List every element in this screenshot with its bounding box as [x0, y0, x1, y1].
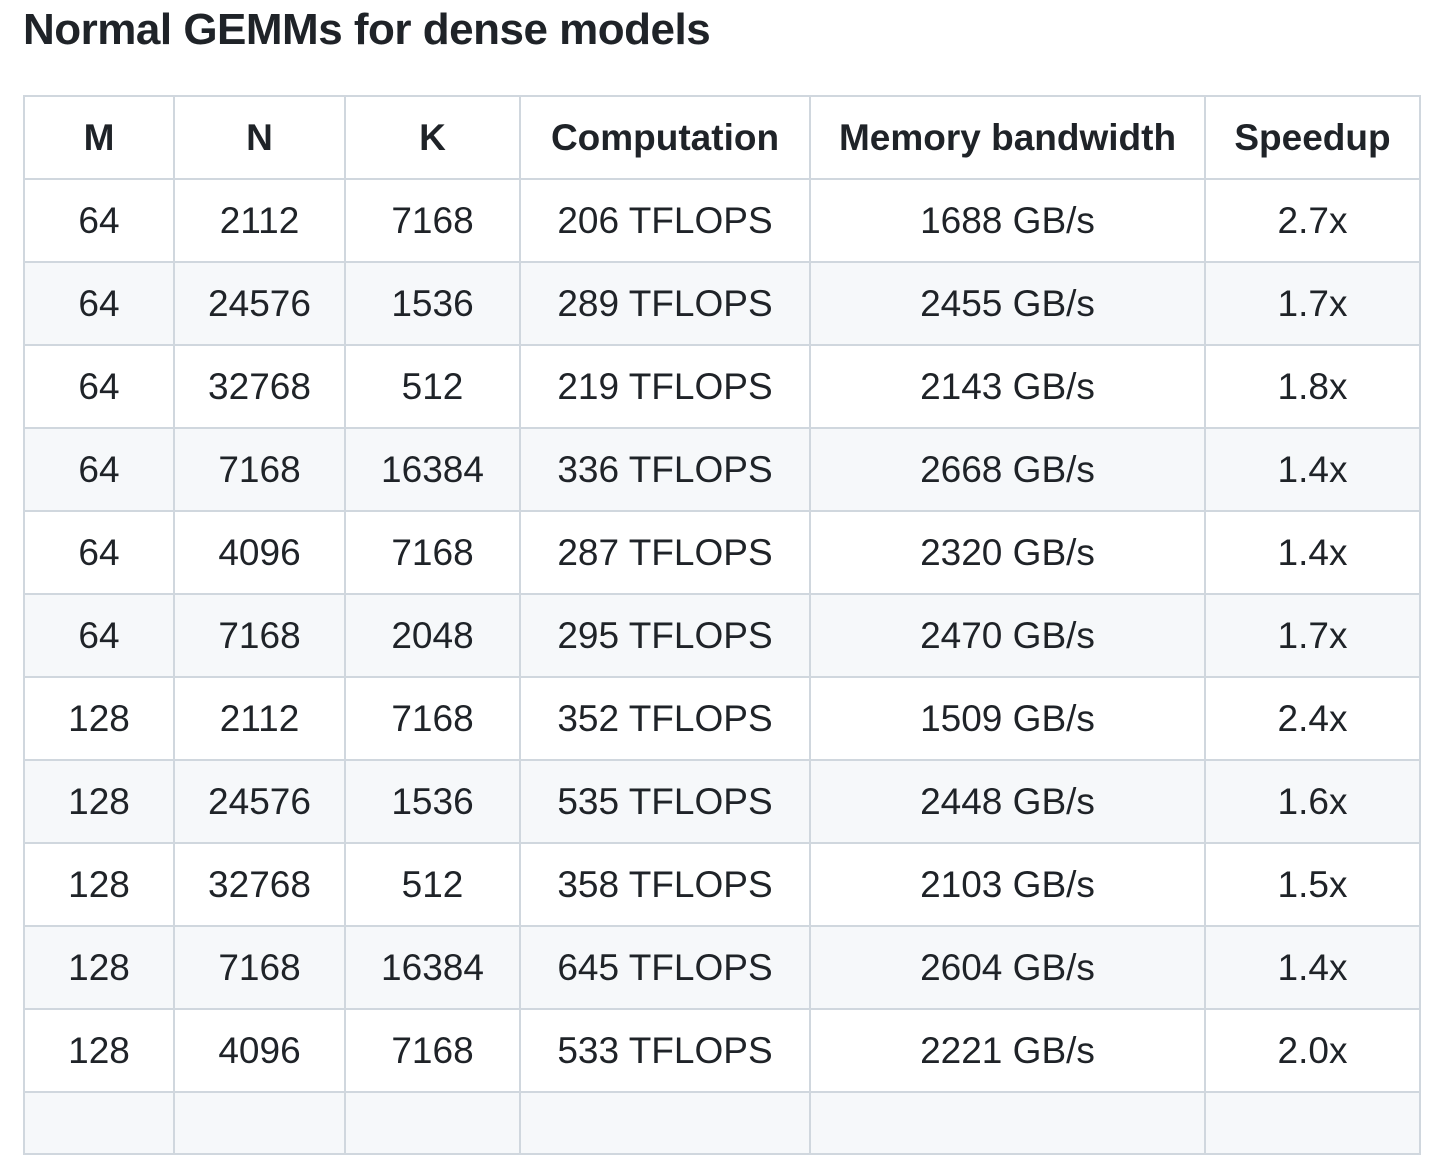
cell-n: 4096: [173, 510, 346, 595]
cell-memory-bandwidth: 2448 GB/s: [809, 759, 1206, 844]
cell-k: 16384: [344, 427, 521, 512]
table-row: 128 32768 512 358 TFLOPS 2103 GB/s 1.5x: [23, 842, 1421, 927]
cell-speedup: 2.7x: [1204, 178, 1421, 263]
cell-k: 7168: [344, 676, 521, 761]
cell-memory-bandwidth: 2470 GB/s: [809, 593, 1206, 678]
cell-k: [344, 1091, 521, 1155]
cell-m: 64: [23, 261, 175, 346]
cell-speedup: 1.5x: [1204, 842, 1421, 927]
cell-m: 64: [23, 178, 175, 263]
table-row: 128 2112 7168 352 TFLOPS 1509 GB/s 2.4x: [23, 676, 1421, 761]
table-row: 64 24576 1536 289 TFLOPS 2455 GB/s 1.7x: [23, 261, 1421, 346]
cell-m: 64: [23, 427, 175, 512]
cell-m: 64: [23, 510, 175, 595]
cell-memory-bandwidth: 2604 GB/s: [809, 925, 1206, 1010]
cell-m: [23, 1091, 175, 1155]
cell-speedup: 1.4x: [1204, 510, 1421, 595]
cell-memory-bandwidth: 1688 GB/s: [809, 178, 1206, 263]
cell-computation: 219 TFLOPS: [519, 344, 811, 429]
cell-computation: [519, 1091, 811, 1155]
cell-n: 7168: [173, 593, 346, 678]
cell-m: 128: [23, 1008, 175, 1093]
table-row: 64 4096 7168 287 TFLOPS 2320 GB/s 1.4x: [23, 510, 1421, 595]
cell-computation: 645 TFLOPS: [519, 925, 811, 1010]
cell-n: 32768: [173, 344, 346, 429]
cell-memory-bandwidth: 2221 GB/s: [809, 1008, 1206, 1093]
cell-memory-bandwidth: 2668 GB/s: [809, 427, 1206, 512]
cell-speedup: 2.0x: [1204, 1008, 1421, 1093]
cell-n: 24576: [173, 759, 346, 844]
cell-computation: 358 TFLOPS: [519, 842, 811, 927]
cell-k: 1536: [344, 261, 521, 346]
cell-n: 7168: [173, 925, 346, 1010]
cell-k: 2048: [344, 593, 521, 678]
cell-n: 24576: [173, 261, 346, 346]
cell-speedup: 1.4x: [1204, 925, 1421, 1010]
cell-computation: 535 TFLOPS: [519, 759, 811, 844]
cell-k: 512: [344, 344, 521, 429]
cell-memory-bandwidth: 2103 GB/s: [809, 842, 1206, 927]
cell-memory-bandwidth: 2455 GB/s: [809, 261, 1206, 346]
table-header-row: M N K Computation Memory bandwidth Speedup: [23, 95, 1421, 180]
cell-memory-bandwidth: 2143 GB/s: [809, 344, 1206, 429]
column-header-computation: Computation: [519, 95, 811, 180]
column-header-speedup: Speedup: [1204, 95, 1421, 180]
cell-k: 1536: [344, 759, 521, 844]
cell-speedup: 1.4x: [1204, 427, 1421, 512]
gemm-table: M N K Computation Memory bandwidth Speedup 64…: [23, 95, 1421, 1155]
cell-speedup: 1.8x: [1204, 344, 1421, 429]
cell-speedup: 1.7x: [1204, 261, 1421, 346]
cell-n: 7168: [173, 427, 346, 512]
column-header-k: K: [344, 95, 521, 180]
table-row: 128 24576 1536 535 TFLOPS 2448 GB/s 1.6x: [23, 759, 1421, 844]
table-row: 64 2112 7168 206 TFLOPS 1688 GB/s 2.7x: [23, 178, 1421, 263]
cell-computation: 206 TFLOPS: [519, 178, 811, 263]
column-header-m: M: [23, 95, 175, 180]
cell-computation: 287 TFLOPS: [519, 510, 811, 595]
cell-speedup: [1204, 1091, 1421, 1155]
cell-n: 2112: [173, 178, 346, 263]
cell-speedup: 1.7x: [1204, 593, 1421, 678]
cell-m: 128: [23, 925, 175, 1010]
table-row-partial: [23, 1091, 1421, 1155]
cell-computation: 289 TFLOPS: [519, 261, 811, 346]
cell-m: 64: [23, 593, 175, 678]
cell-computation: 336 TFLOPS: [519, 427, 811, 512]
cell-k: 7168: [344, 178, 521, 263]
table-row: 128 7168 16384 645 TFLOPS 2604 GB/s 1.4x: [23, 925, 1421, 1010]
cell-n: 2112: [173, 676, 346, 761]
cell-computation: 533 TFLOPS: [519, 1008, 811, 1093]
cell-k: 512: [344, 842, 521, 927]
cell-m: 128: [23, 759, 175, 844]
cell-n: 4096: [173, 1008, 346, 1093]
page-title: Normal GEMMs for dense models: [23, 5, 711, 54]
cell-speedup: 1.6x: [1204, 759, 1421, 844]
cell-speedup: 2.4x: [1204, 676, 1421, 761]
page-root: { "page": { "title": "Normal GEMMs for d…: [23, 5, 1421, 1155]
table-row: 128 4096 7168 533 TFLOPS 2221 GB/s 2.0x: [23, 1008, 1421, 1093]
cell-k: 7168: [344, 1008, 521, 1093]
cell-m: 128: [23, 842, 175, 927]
table-row: 64 32768 512 219 TFLOPS 2143 GB/s 1.8x: [23, 344, 1421, 429]
cell-memory-bandwidth: 2320 GB/s: [809, 510, 1206, 595]
cell-n: [173, 1091, 346, 1155]
cell-computation: 295 TFLOPS: [519, 593, 811, 678]
cell-k: 16384: [344, 925, 521, 1010]
cell-memory-bandwidth: 1509 GB/s: [809, 676, 1206, 761]
cell-k: 7168: [344, 510, 521, 595]
table-row: 64 7168 2048 295 TFLOPS 2470 GB/s 1.7x: [23, 593, 1421, 678]
cell-m: 128: [23, 676, 175, 761]
column-header-n: N: [173, 95, 346, 180]
table-body: 64 2112 7168 206 TFLOPS 1688 GB/s 2.7x 64 24576…: [23, 178, 1421, 1155]
table-row: 64 7168 16384 336 TFLOPS 2668 GB/s 1.4x: [23, 427, 1421, 512]
cell-computation: 352 TFLOPS: [519, 676, 811, 761]
cell-memory-bandwidth: [809, 1091, 1206, 1155]
cell-m: 64: [23, 344, 175, 429]
column-header-memory-bandwidth: Memory bandwidth: [809, 95, 1206, 180]
cell-n: 32768: [173, 842, 346, 927]
